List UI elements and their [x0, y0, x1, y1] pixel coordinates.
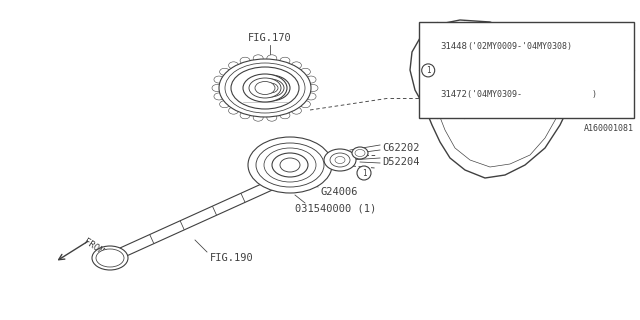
- Ellipse shape: [220, 68, 230, 75]
- Text: 1: 1: [362, 169, 366, 178]
- Ellipse shape: [280, 57, 290, 64]
- Ellipse shape: [255, 82, 275, 94]
- Ellipse shape: [214, 76, 224, 83]
- Text: 31472: 31472: [440, 90, 467, 99]
- Ellipse shape: [300, 101, 310, 108]
- Ellipse shape: [439, 92, 457, 105]
- Bar: [419, 22, 634, 118]
- Ellipse shape: [240, 57, 250, 64]
- Ellipse shape: [225, 63, 305, 113]
- Ellipse shape: [280, 158, 300, 172]
- Text: ('04MY0309-              ): ('04MY0309- ): [467, 90, 597, 99]
- Ellipse shape: [280, 112, 290, 119]
- Text: G24006: G24006: [320, 187, 358, 197]
- Text: 1: 1: [426, 66, 431, 75]
- Ellipse shape: [308, 84, 318, 92]
- Ellipse shape: [306, 93, 316, 100]
- Text: FIG.170: FIG.170: [248, 33, 292, 43]
- Text: ('02MY0009-'04MY0308): ('02MY0009-'04MY0308): [467, 42, 572, 51]
- Ellipse shape: [214, 93, 224, 100]
- Text: 31448: 31448: [440, 42, 467, 51]
- Ellipse shape: [212, 84, 222, 92]
- Ellipse shape: [355, 149, 365, 156]
- Ellipse shape: [330, 153, 350, 167]
- Text: FRONT: FRONT: [82, 237, 109, 259]
- Ellipse shape: [291, 107, 301, 114]
- Ellipse shape: [240, 112, 250, 119]
- Ellipse shape: [248, 137, 332, 193]
- Ellipse shape: [249, 78, 281, 98]
- Ellipse shape: [267, 114, 277, 121]
- Polygon shape: [410, 20, 575, 178]
- Ellipse shape: [267, 55, 277, 62]
- Ellipse shape: [220, 101, 230, 108]
- Ellipse shape: [253, 114, 263, 121]
- Ellipse shape: [96, 249, 124, 267]
- Text: A160001081: A160001081: [584, 124, 634, 133]
- Ellipse shape: [243, 74, 287, 102]
- Ellipse shape: [228, 62, 239, 69]
- Text: C62202: C62202: [382, 143, 419, 153]
- Ellipse shape: [92, 246, 128, 270]
- Text: 031540000 (1): 031540000 (1): [295, 203, 376, 213]
- Ellipse shape: [324, 149, 356, 171]
- Ellipse shape: [434, 88, 462, 108]
- Ellipse shape: [253, 55, 263, 62]
- Ellipse shape: [306, 76, 316, 83]
- Ellipse shape: [264, 148, 316, 182]
- Ellipse shape: [231, 67, 299, 109]
- Ellipse shape: [335, 156, 345, 164]
- Ellipse shape: [262, 83, 278, 93]
- Circle shape: [357, 166, 371, 180]
- Polygon shape: [108, 167, 302, 262]
- Ellipse shape: [300, 68, 310, 75]
- Ellipse shape: [256, 143, 324, 187]
- Circle shape: [422, 64, 435, 77]
- Polygon shape: [425, 30, 563, 167]
- Ellipse shape: [228, 107, 239, 114]
- Text: D52204: D52204: [382, 157, 419, 167]
- Ellipse shape: [352, 147, 368, 159]
- Ellipse shape: [256, 79, 284, 97]
- Ellipse shape: [250, 75, 290, 101]
- Ellipse shape: [272, 153, 308, 177]
- Ellipse shape: [291, 62, 301, 69]
- Ellipse shape: [219, 59, 311, 117]
- Text: FIG.190: FIG.190: [210, 253, 253, 263]
